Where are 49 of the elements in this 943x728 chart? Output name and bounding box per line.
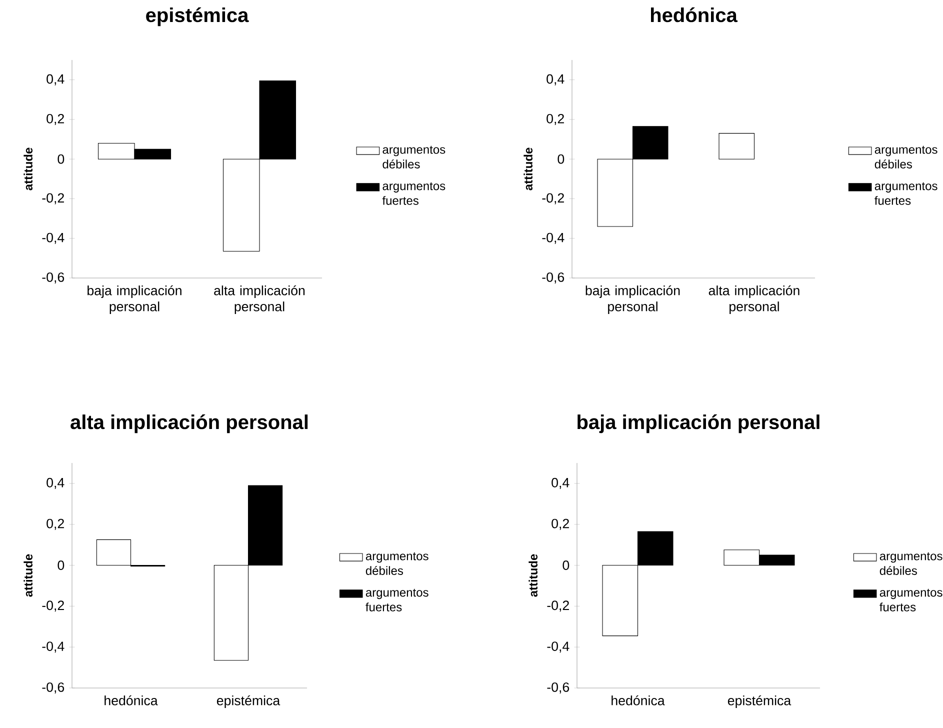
y-tick-label: 0,2 <box>546 114 564 125</box>
y-tick-label: 0 <box>558 154 564 164</box>
legend-label: argumentos débiles <box>874 146 938 168</box>
legend-label: argumentos fuertes <box>382 182 446 205</box>
chart-title: baja implicación personal <box>578 414 820 434</box>
bar <box>718 133 755 160</box>
legend-label: argumentos fuertes <box>366 588 428 612</box>
y-tick-label: -0,2 <box>547 600 569 612</box>
y-tick-label: -0,2 <box>42 600 64 612</box>
y-tick-label: 0 <box>58 560 64 570</box>
x-tick-label: hedónica <box>612 695 665 706</box>
y-tick-label: 0,4 <box>552 478 570 489</box>
chart-title: epistémica <box>146 7 249 26</box>
legend-label: argumentos débiles <box>366 552 428 575</box>
x-tick-label: hedónica <box>104 695 158 706</box>
y-tick-label: 0,2 <box>46 518 64 530</box>
legend-label: argumentos fuertes <box>880 588 942 612</box>
y-tick-label: -0,6 <box>42 272 64 284</box>
legend-label: argumentos débiles <box>880 552 942 575</box>
y-axis-title: attitude <box>528 554 538 597</box>
y-tick-label: -0,6 <box>547 682 570 694</box>
x-tick-label: alta implicación personal <box>214 285 305 314</box>
y-tick-label: -0,4 <box>42 642 64 653</box>
y-tick-label: 0 <box>562 560 570 570</box>
y-axis-title: attitude <box>524 148 533 190</box>
y-tick-label: 0,4 <box>46 74 64 86</box>
chart-title: alta implicación personal <box>70 414 308 434</box>
y-tick-label: 0,4 <box>46 478 64 489</box>
y-tick-label: 0,4 <box>546 74 564 86</box>
chart-title: hedónica <box>651 7 738 22</box>
y-tick-label: -0,6 <box>542 272 564 284</box>
y-tick-label: -0,2 <box>42 193 64 204</box>
x-tick-label: baja implicación personal <box>88 285 182 314</box>
y-tick-label: 0,2 <box>552 518 569 530</box>
y-tick-label: -0,4 <box>542 232 564 244</box>
x-tick-label: epistémica <box>728 695 792 708</box>
legend-label: argumentos fuertes <box>874 182 938 205</box>
y-tick-label: -0,4 <box>42 232 64 244</box>
y-tick-label: -0,4 <box>547 642 570 653</box>
y-tick-label: -0,2 <box>542 193 564 204</box>
legend-label: argumentos débiles <box>382 146 446 168</box>
x-tick-label: baja implicación personal <box>586 285 680 314</box>
y-tick-label: 0,2 <box>46 114 64 125</box>
y-tick-label: -0,6 <box>42 682 64 694</box>
x-tick-label: alta implicación personal <box>708 285 800 314</box>
y-tick-label: 0 <box>58 154 64 164</box>
y-axis-title: attitude <box>24 554 33 597</box>
x-tick-label: epistémica <box>216 695 280 708</box>
y-axis-title: attitude <box>24 148 33 190</box>
